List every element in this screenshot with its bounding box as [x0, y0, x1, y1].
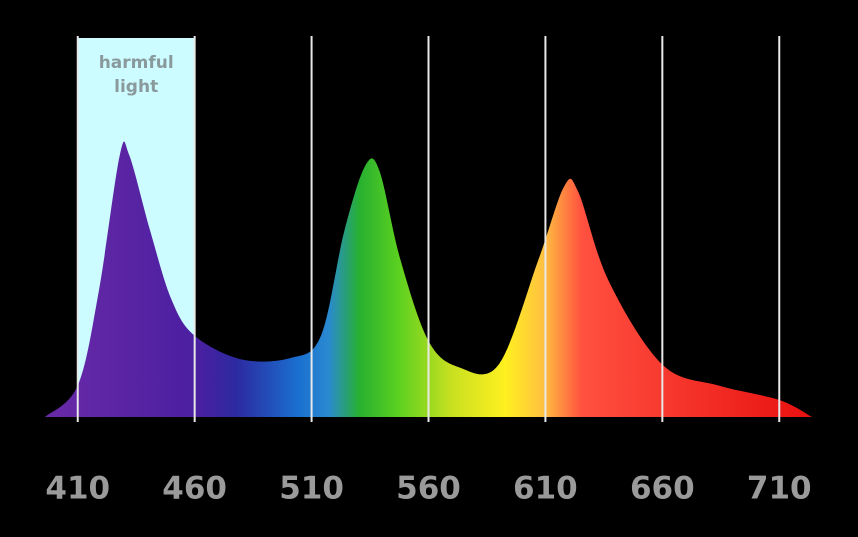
x-tick-label: 510: [279, 471, 344, 507]
area-layer: [45, 141, 812, 417]
x-tick-label: 710: [747, 471, 812, 507]
spectrum-area: [45, 141, 812, 417]
x-tick-label: 610: [513, 471, 578, 507]
highlight-label: harmful light: [99, 53, 174, 97]
x-tick-label: 660: [630, 471, 695, 507]
text-layer: harmful light 410 460 510 560 610 660 710: [45, 53, 811, 507]
grid-layer: [76, 36, 781, 422]
x-tick-label: 560: [396, 471, 461, 507]
x-tick-label: 460: [162, 471, 227, 507]
x-tick-label: 410: [45, 471, 110, 507]
